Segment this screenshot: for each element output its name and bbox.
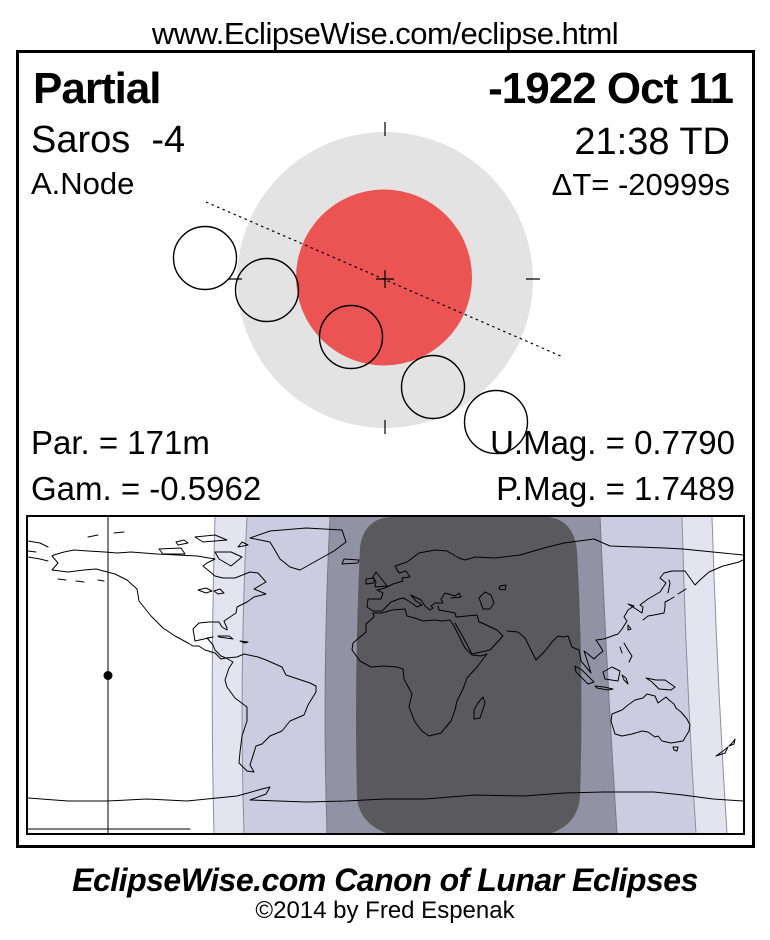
partial-duration-label: Par. = 171m	[31, 424, 210, 461]
zone-entire-eclipse-visible	[356, 517, 582, 833]
site-url-text: www.EclipseWise.com/eclipse.html	[151, 16, 619, 51]
gamma-label: Gam. = -0.5962	[31, 470, 262, 507]
coastline-asia	[28, 538, 743, 674]
moon-position-circles	[172, 225, 529, 455]
eclipse-date-label: -1922 Oct 11	[488, 64, 734, 113]
moon-path-line	[205, 201, 564, 358]
eclipse-type-label: Partial	[33, 64, 162, 113]
coastline-antarctica	[28, 786, 743, 830]
umbral-magnitude-label: U.Mag. = 0.7790	[490, 424, 735, 461]
moon-position-circle	[400, 354, 466, 420]
penumbral-magnitude-label: P.Mag. = 1.7489	[496, 470, 735, 507]
sublunar-point-dot	[103, 671, 113, 680]
delta-t-label: ΔT= -20999s	[551, 167, 730, 202]
moon-position-circle	[463, 389, 529, 455]
copyright-text: ©2014 by Fred Espenak	[255, 897, 515, 924]
moon-position-circle	[172, 225, 238, 291]
cardinal-tick-marks	[228, 122, 540, 434]
eclipse-card-border	[16, 50, 755, 848]
coastlines	[28, 527, 743, 830]
canon-title: EclipseWise.com Canon of Lunar Eclipses	[72, 862, 698, 898]
coastline-europe-africa	[351, 549, 488, 737]
node-label: A.Node	[31, 166, 135, 201]
coastline-south-america	[224, 653, 317, 773]
penumbral-zone-boundary-lines	[211, 517, 728, 833]
coastline-north-america	[51, 549, 267, 660]
eclipse-diagram	[172, 122, 564, 455]
greatest-eclipse-crosshair	[376, 270, 394, 288]
coastline-arctic-islands	[28, 527, 360, 571]
saros-label: Saros -4	[31, 119, 186, 161]
world-visibility-map	[28, 517, 743, 833]
moon-position-circle	[234, 257, 300, 323]
moon-position-circle	[318, 304, 384, 370]
umbra-circle	[296, 189, 472, 366]
visibility-map-frame	[26, 515, 745, 835]
eclipse-time-label: 21:38 TD	[574, 121, 730, 163]
coastline-oceania	[574, 665, 736, 757]
